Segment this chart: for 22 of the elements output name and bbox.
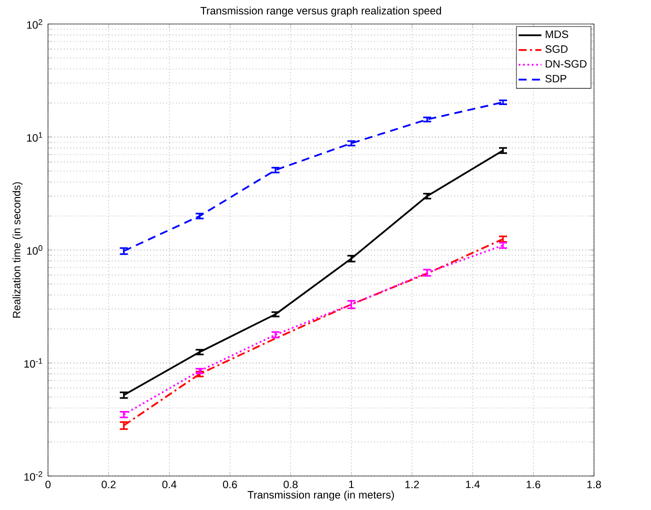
chart-title: Transmission range versus graph realization speed bbox=[200, 6, 442, 17]
y-axis-title: Realization time (in seconds) bbox=[12, 182, 23, 318]
x-tick-label: 1 bbox=[349, 480, 354, 488]
y-tick-label: 10$^{-2}$ bbox=[24, 471, 42, 481]
x-tick-label: 0.8 bbox=[284, 480, 298, 488]
x-tick-label: 0.4 bbox=[162, 480, 176, 488]
x-tick-label: 0.2 bbox=[102, 480, 116, 488]
legend-label: DN-SGD bbox=[546, 60, 586, 68]
legend-label: MDS bbox=[546, 30, 568, 38]
x-axis-title: Transmission range (in meters) bbox=[248, 490, 394, 501]
legend-label: SDP bbox=[545, 74, 566, 82]
y-tick-label: 10$^{-1}$ bbox=[24, 358, 42, 368]
x-tick-label: 1.4 bbox=[466, 480, 480, 488]
y-tick-label: 10$^{2}$ bbox=[27, 19, 42, 29]
y-tick-label: 10$^{0}$ bbox=[27, 245, 42, 255]
x-tick-label: 1.8 bbox=[587, 480, 601, 488]
x-tick-label: 0.6 bbox=[223, 480, 237, 488]
y-tick-label: 10$^{1}$ bbox=[27, 132, 42, 142]
x-tick-label: 1.6 bbox=[526, 480, 540, 488]
legend-label: SGD bbox=[545, 45, 568, 53]
x-tick-label: 0 bbox=[45, 480, 51, 488]
x-tick-label: 1.2 bbox=[405, 480, 419, 488]
